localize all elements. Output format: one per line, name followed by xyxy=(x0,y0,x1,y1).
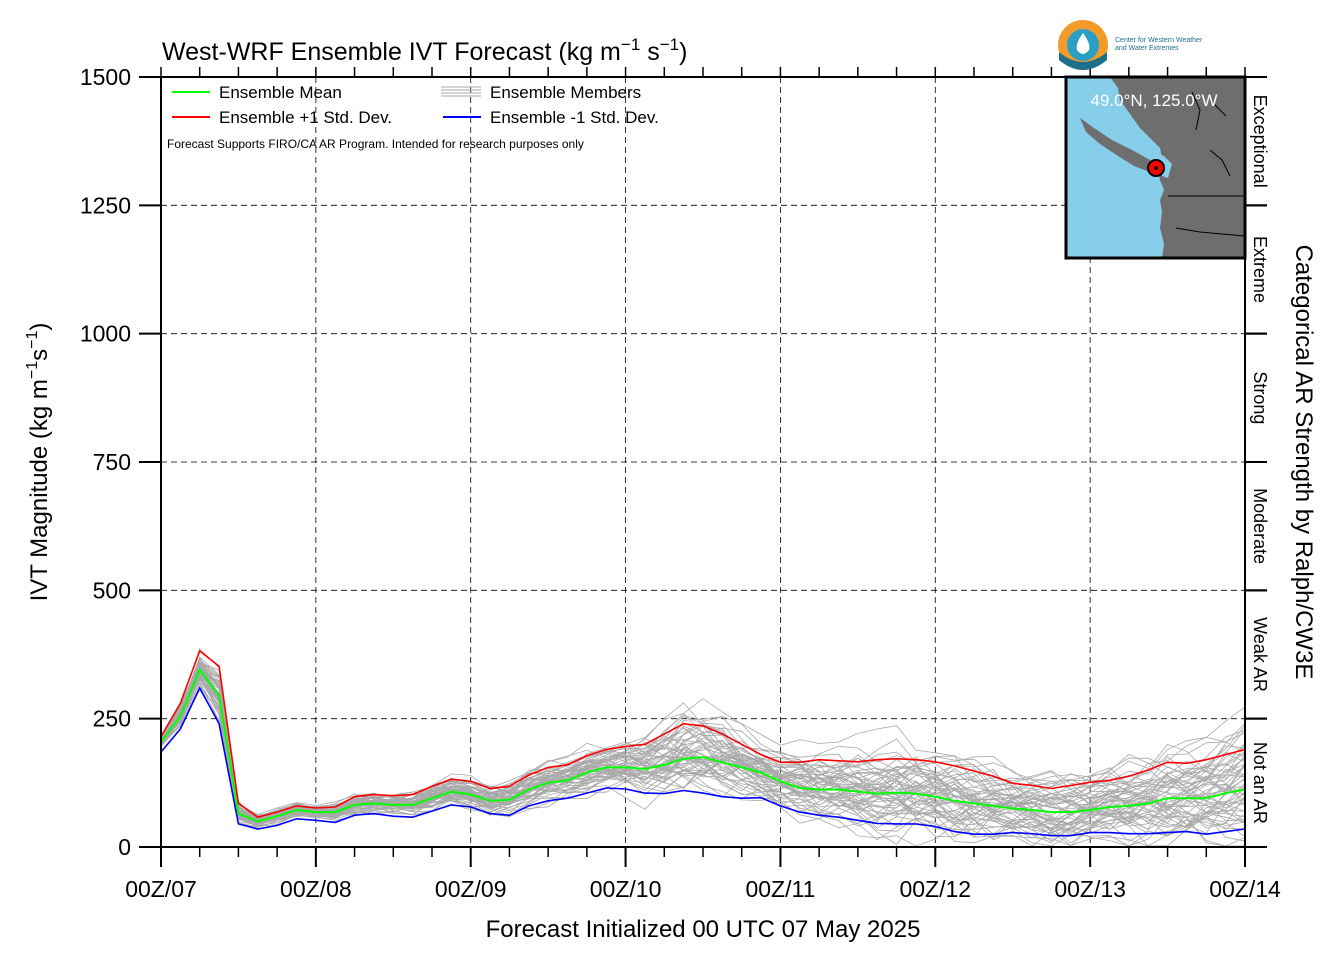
y-tick-label: 250 xyxy=(93,706,131,732)
y-tick-label: 1500 xyxy=(80,64,131,90)
x-tick-label: 00Z/08 xyxy=(280,876,352,902)
x-tick-label: 00Z/13 xyxy=(1054,876,1126,902)
y-tick-label: 0 xyxy=(118,834,131,860)
x-tick-label: 00Z/10 xyxy=(590,876,662,902)
ensemble-plus-std-line xyxy=(160,649,1246,819)
ensemble-member-line xyxy=(160,671,1246,821)
cw3e-logo: Center for Western Weather and Water Extr… xyxy=(1058,20,1203,70)
x-axis-label: Forecast Initialized 00 UTC 07 May 2025 xyxy=(486,916,921,943)
category-label: Not an AR xyxy=(1250,742,1270,824)
category-label: Moderate xyxy=(1250,488,1270,564)
x-tick-label: 00Z/07 xyxy=(125,876,197,902)
ensemble-member-line xyxy=(160,663,1246,830)
legend-swatch-ensemble-members xyxy=(441,86,481,97)
legend-label-plus-std: Ensemble +1 Std. Dev. xyxy=(219,108,392,127)
research-note: Forecast Supports FIRO/CA AR Program. In… xyxy=(167,137,584,151)
x-tick-label: 00Z/11 xyxy=(745,876,815,902)
ensemble-member-line xyxy=(160,669,1246,817)
category-label: Strong xyxy=(1250,371,1270,424)
vancouver-island xyxy=(1080,118,1158,172)
y-axis-label: IVT Magnitude (kg m−1s−1) xyxy=(24,323,53,602)
legend-label-ensemble-mean: Ensemble Mean xyxy=(219,83,342,102)
x-tick-label: 00Z/14 xyxy=(1209,876,1281,902)
inset-map-frame xyxy=(1064,75,1247,260)
grid-lines xyxy=(161,77,1245,847)
y-tick-label: 750 xyxy=(93,449,131,475)
y-tick-label: 1000 xyxy=(80,321,131,347)
ensemble-mean-line xyxy=(160,667,1246,823)
ensemble-member-line xyxy=(160,662,1246,815)
category-label: Extreme xyxy=(1250,236,1270,303)
ensemble-series xyxy=(160,649,1246,837)
ensemble-member-line xyxy=(160,671,1246,847)
x-tick-label: 00Z/12 xyxy=(899,876,971,902)
legend-label-ensemble-members: Ensemble Members xyxy=(490,83,641,102)
water-drop-icon xyxy=(1076,33,1090,54)
ensemble-member-line xyxy=(160,668,1246,827)
location-marker-dot xyxy=(1154,166,1158,170)
ar-categories: Not an AR Weak AR Moderate Strong Extreme Exc… xyxy=(1245,76,1270,848)
inset-map-ocean xyxy=(1066,77,1164,258)
chart-title: West-WRF Ensemble IVT Forecast (kg m−1 s… xyxy=(162,35,687,66)
ensemble-member-line xyxy=(160,668,1246,821)
category-label: Exceptional xyxy=(1250,95,1270,188)
ensemble-member-line xyxy=(160,689,1245,847)
inset-map: 49.0°N, 125.0°W xyxy=(1064,75,1247,260)
ensemble-member-line xyxy=(160,657,1246,847)
right-axis-label: Categorical AR Strength by Ralph/CW3E xyxy=(1290,245,1317,680)
tick-labels: 0 250 500 750 1000 1250 1500 00Z/07 00Z/08 00Z/09… xyxy=(80,64,1281,902)
cw3e-logo-text: Center for Western Weather and Water Extr… xyxy=(1115,37,1203,52)
legend: Ensemble Mean Ensemble Members Ensemble … xyxy=(167,83,659,151)
legend-label-minus-std: Ensemble -1 Std. Dev. xyxy=(490,108,659,127)
y-tick-label: 1250 xyxy=(80,192,131,218)
inset-location-label: 49.0°N, 125.0°W xyxy=(1091,91,1218,110)
category-label: Weak AR xyxy=(1250,617,1270,692)
ensemble-minus-std-line xyxy=(160,686,1246,837)
x-tick-label: 00Z/09 xyxy=(435,876,507,902)
cw3e-logo-waves xyxy=(1059,52,1107,70)
y-tick-label: 500 xyxy=(93,577,131,603)
